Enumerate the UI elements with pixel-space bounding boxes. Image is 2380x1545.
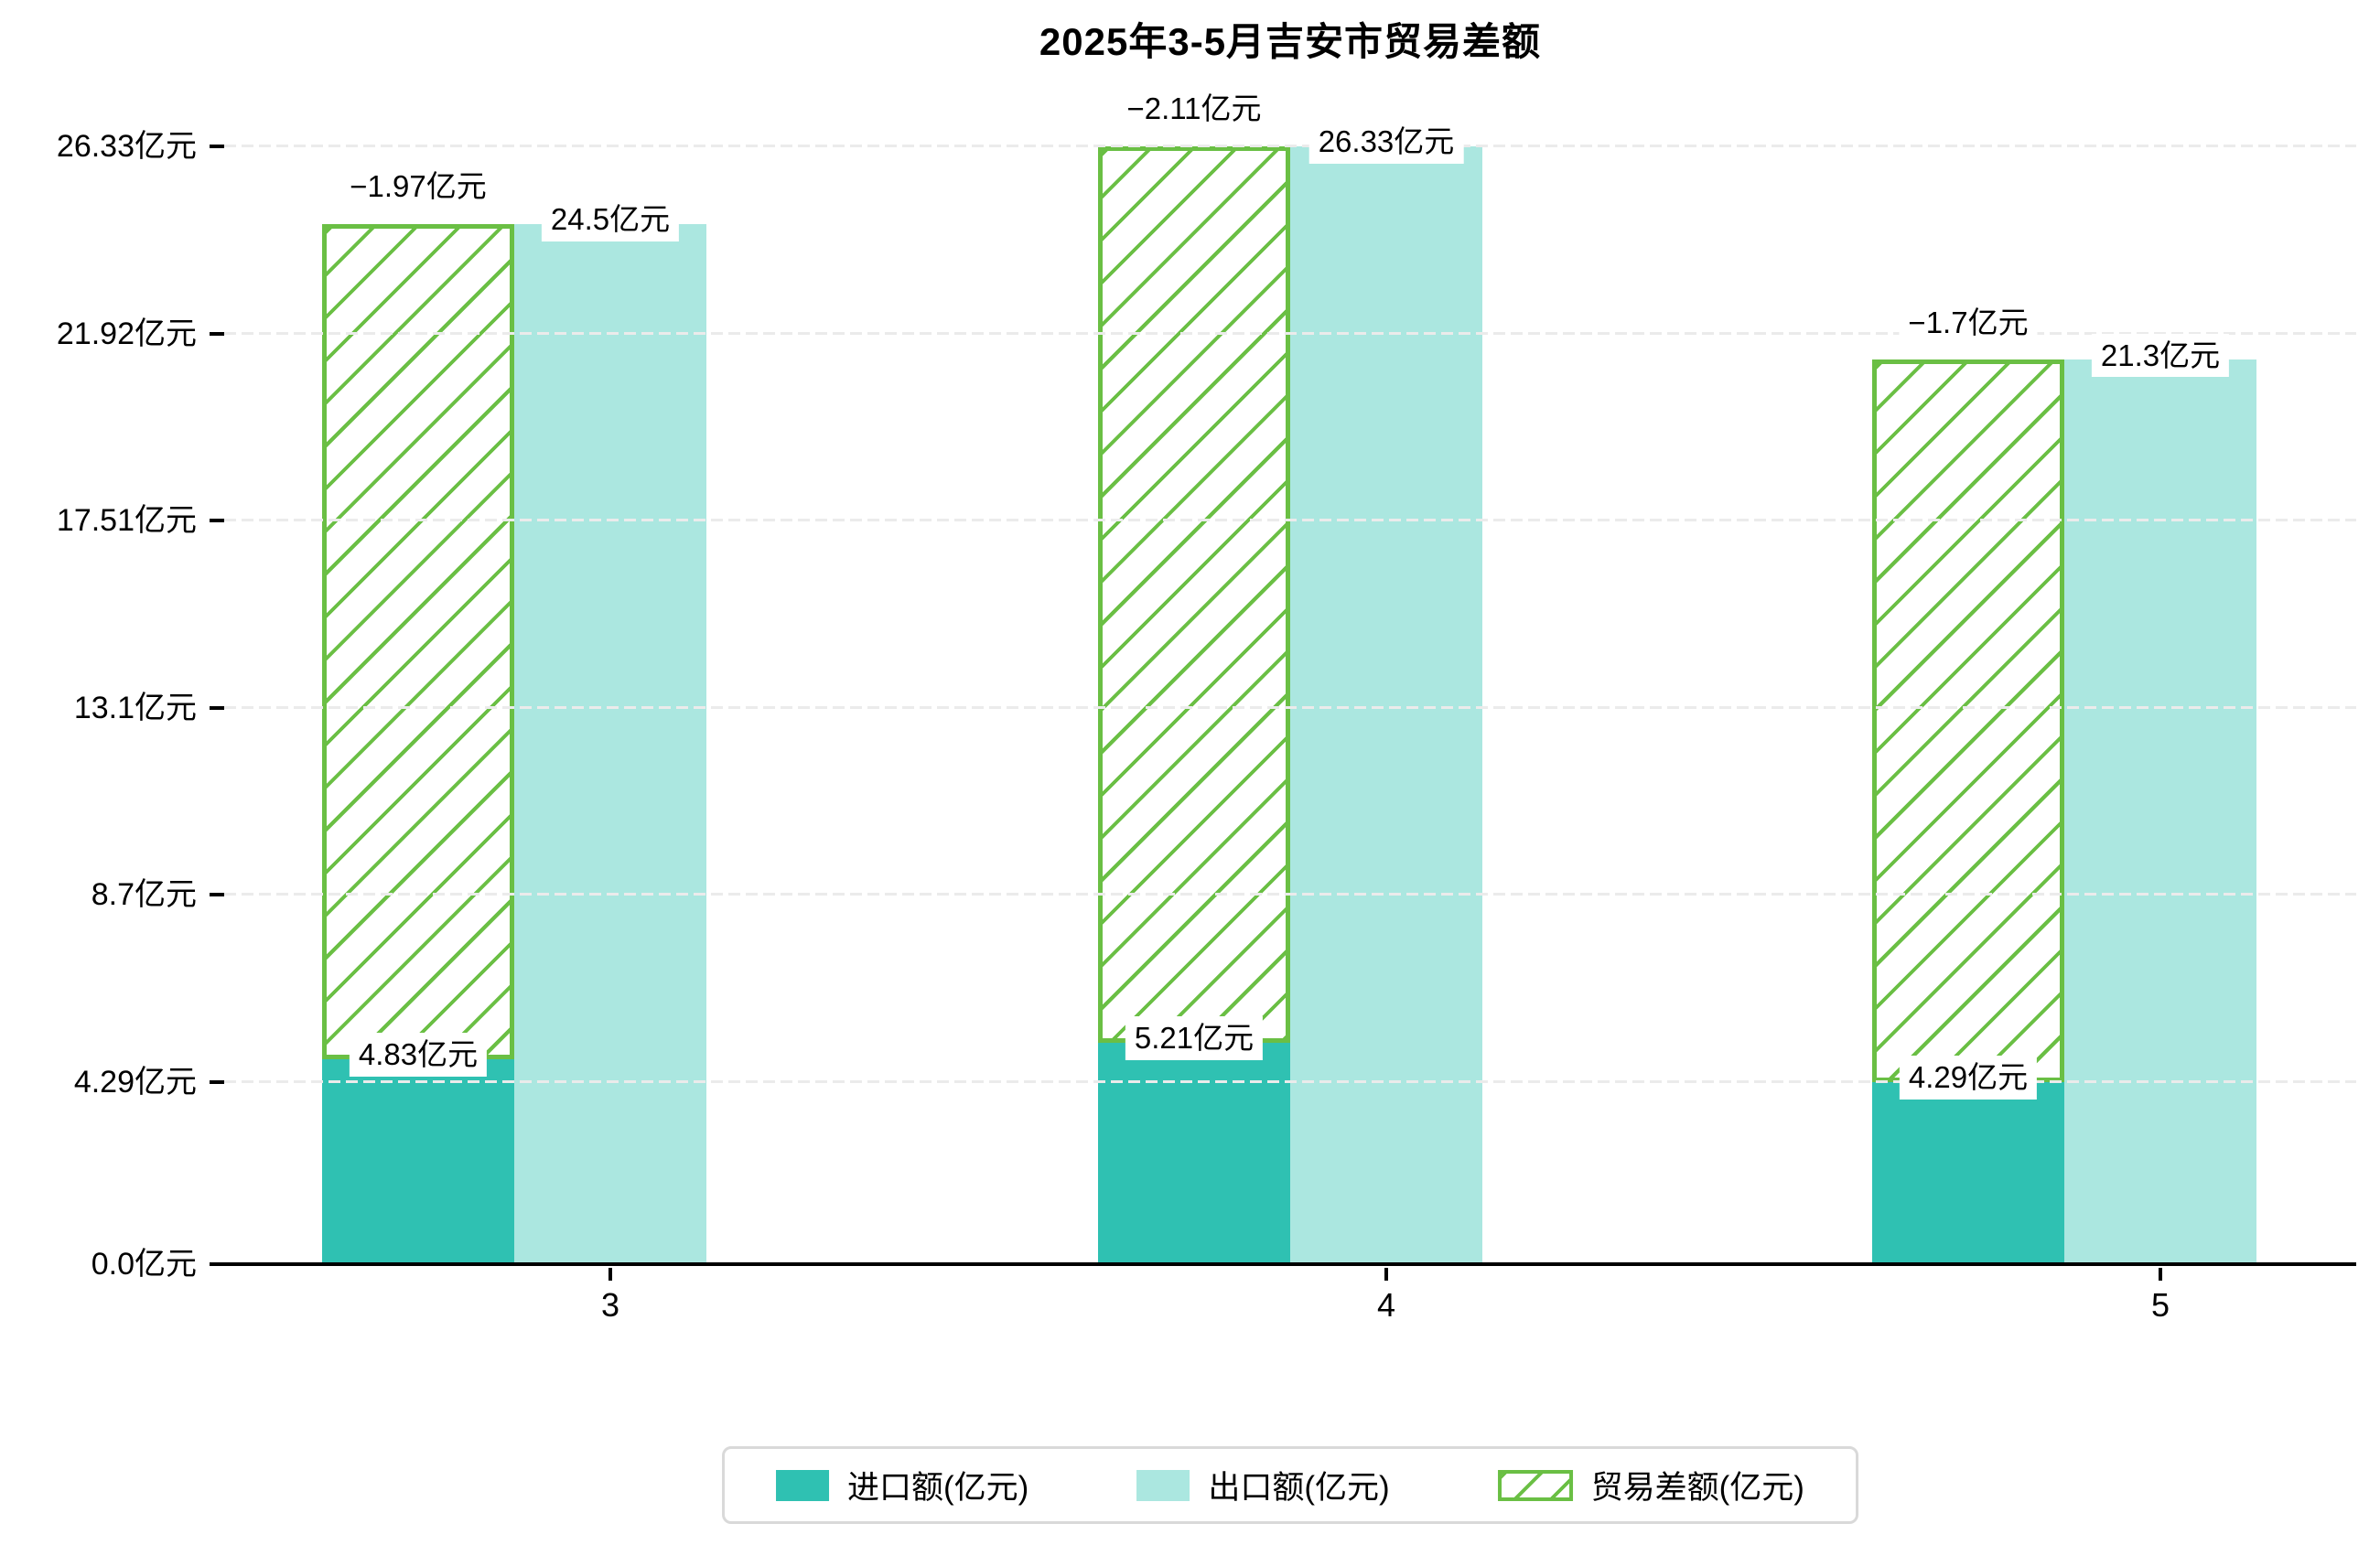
trade-balance-value-label-5: −1.7亿元 <box>1899 300 2038 345</box>
trade-balance-bar-4 <box>1098 146 1290 1044</box>
trade-balance-value-label-3: −1.97亿元 <box>340 165 496 209</box>
export-bar-4 <box>1290 146 1482 1264</box>
y-tick-mark-8.7 <box>210 893 224 897</box>
y-tick-label-26.33: 26.33亿元 <box>56 129 197 164</box>
export-value-label-3: 24.5亿元 <box>541 198 680 241</box>
legend-item-export: 出口额(亿元) <box>1136 1462 1390 1508</box>
import-bar-5 <box>1872 1081 2064 1264</box>
x-tick-mark-4 <box>1384 1268 1388 1281</box>
legend-label-balance: 贸易差额(亿元) <box>1590 1470 1804 1506</box>
y-tick-mark-21.92 <box>210 331 224 336</box>
y-tick-label-8.7: 8.7亿元 <box>91 877 197 913</box>
import-value-label-3: 4.83亿元 <box>349 1032 488 1077</box>
y-tick-mark-17.51 <box>210 519 224 523</box>
import-bar-3 <box>322 1058 514 1264</box>
trade-balance-bar-3 <box>322 223 514 1059</box>
y-tick-label-17.51: 17.51亿元 <box>56 503 197 539</box>
y-tick-mark-26.33 <box>210 145 224 148</box>
import-value-label-4: 5.21亿元 <box>1125 1016 1264 1061</box>
x-tick-mark-3 <box>608 1268 612 1281</box>
export-bar-3 <box>514 223 706 1264</box>
export-swatch-icon <box>1136 1469 1190 1501</box>
export-value-label-5: 21.3亿元 <box>2091 333 2230 378</box>
legend: 进口额(亿元) 出口额(亿元) 贸易差额(亿元) <box>722 1446 1858 1524</box>
legend-item-import: 进口额(亿元) <box>776 1462 1028 1508</box>
import-bar-4 <box>1098 1043 1290 1264</box>
x-tick-label-3: 3 <box>600 1286 620 1324</box>
legend-label-import: 进口额(亿元) <box>847 1470 1029 1506</box>
trade-balance-value-label-4: −2.11亿元 <box>1117 87 1271 131</box>
trade-balance-bar-5 <box>1872 359 2064 1082</box>
legend-item-balance: 贸易差额(亿元) <box>1497 1462 1804 1508</box>
legend-label-export: 出口额(亿元) <box>1208 1470 1390 1506</box>
y-tick-label-0: 0.0亿元 <box>91 1247 197 1282</box>
export-value-label-4: 26.33亿元 <box>1308 120 1464 164</box>
y-tick-mark-4.29 <box>210 1079 224 1084</box>
x-tick-label-5: 5 <box>2150 1286 2170 1324</box>
chart-title: 2025年3-5月吉安市贸易差额 <box>1039 20 1542 63</box>
import-value-label-5: 4.29亿元 <box>1899 1055 2038 1100</box>
y-tick-label-4.29: 4.29亿元 <box>73 1064 197 1100</box>
export-bar-5 <box>2064 359 2256 1264</box>
y-tick-label-21.92: 21.92亿元 <box>56 316 197 351</box>
import-swatch-icon <box>776 1469 830 1501</box>
balance-swatch-icon <box>1497 1469 1573 1501</box>
y-tick-label-13.1: 13.1亿元 <box>73 691 197 726</box>
plot-area: 4.83亿元 24.5亿元 −1.97亿元 3 5.21亿元 26.33亿元 −2.11亿元… <box>57 87 2356 1324</box>
y-tick-mark-0 <box>210 1262 224 1266</box>
x-tick-mark-5 <box>2159 1268 2162 1281</box>
x-axis-line <box>224 1262 2356 1266</box>
y-tick-mark-13.1 <box>210 706 224 711</box>
x-tick-label-4: 4 <box>1376 1286 1396 1324</box>
